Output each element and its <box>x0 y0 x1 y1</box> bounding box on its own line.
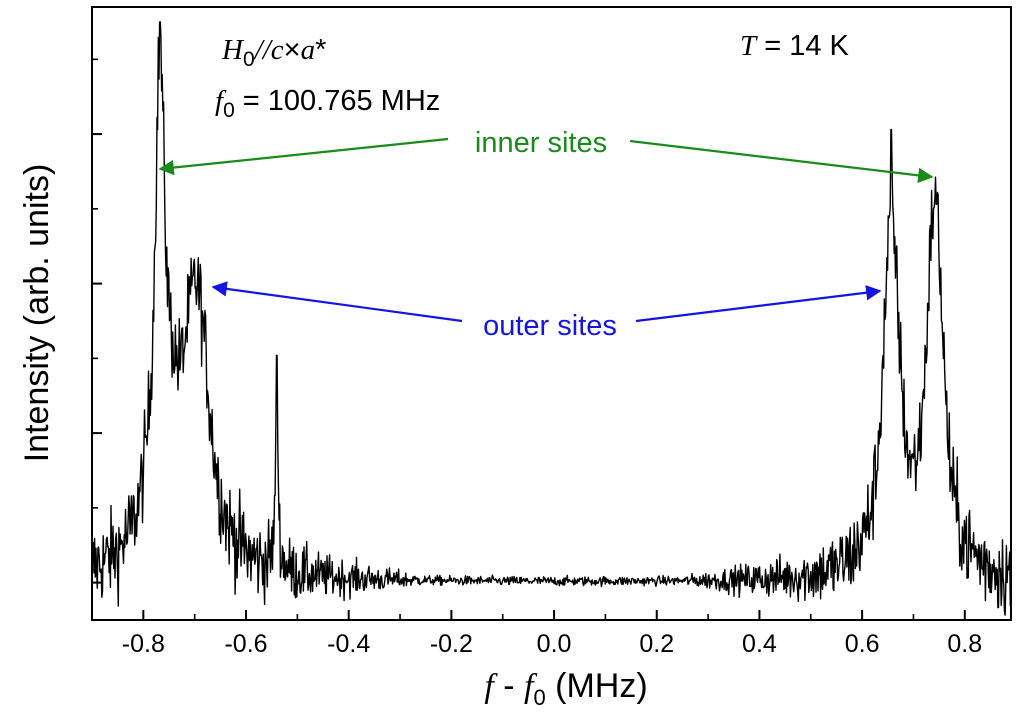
frequency-label: f0 = 100.765 MHz <box>215 85 440 122</box>
x-axis-title-sub: 0 <box>533 685 545 710</box>
x-tick-label: -0.6 <box>224 630 267 658</box>
x-tick-label: -0.2 <box>430 630 473 658</box>
y-axis-ticks <box>92 58 102 584</box>
outer-sites-label: outer sites <box>483 310 617 342</box>
x-axis-title-minus: - <box>494 667 524 705</box>
x-axis-title-unit: (MHz) <box>546 667 648 705</box>
inner-sites-arrow-left <box>158 137 449 176</box>
x-tick-label: 0.0 <box>537 630 572 658</box>
y-axis-title: Intensity (arb. units) <box>18 164 56 463</box>
x-tick-label: 0.2 <box>639 630 674 658</box>
x-tick-label: 0.4 <box>742 630 777 658</box>
x-tick-label: -0.4 <box>327 630 370 658</box>
x-axis-title: f - f0 (MHz) <box>484 667 647 710</box>
spectrum-trace <box>91 21 1012 616</box>
plot-frame <box>91 6 1012 621</box>
outer-sites-arrow-right <box>635 285 882 323</box>
x-tick-label: -0.8 <box>122 630 165 658</box>
x-tick-label: 0.6 <box>845 630 880 658</box>
outer-sites-arrow-left <box>211 281 463 323</box>
temperature-label: T = 14 K <box>740 30 850 62</box>
x-axis-ticks: -0.8 -0.6 -0.4 -0.2 0.0 0.2 0.4 0.6 0.8 <box>122 610 982 658</box>
inner-sites-label: inner sites <box>475 127 607 159</box>
x-tick-label: 0.8 <box>947 630 982 658</box>
field-direction-label: H0//c×a* <box>221 34 326 71</box>
inner-sites-arrow-right <box>629 139 934 184</box>
